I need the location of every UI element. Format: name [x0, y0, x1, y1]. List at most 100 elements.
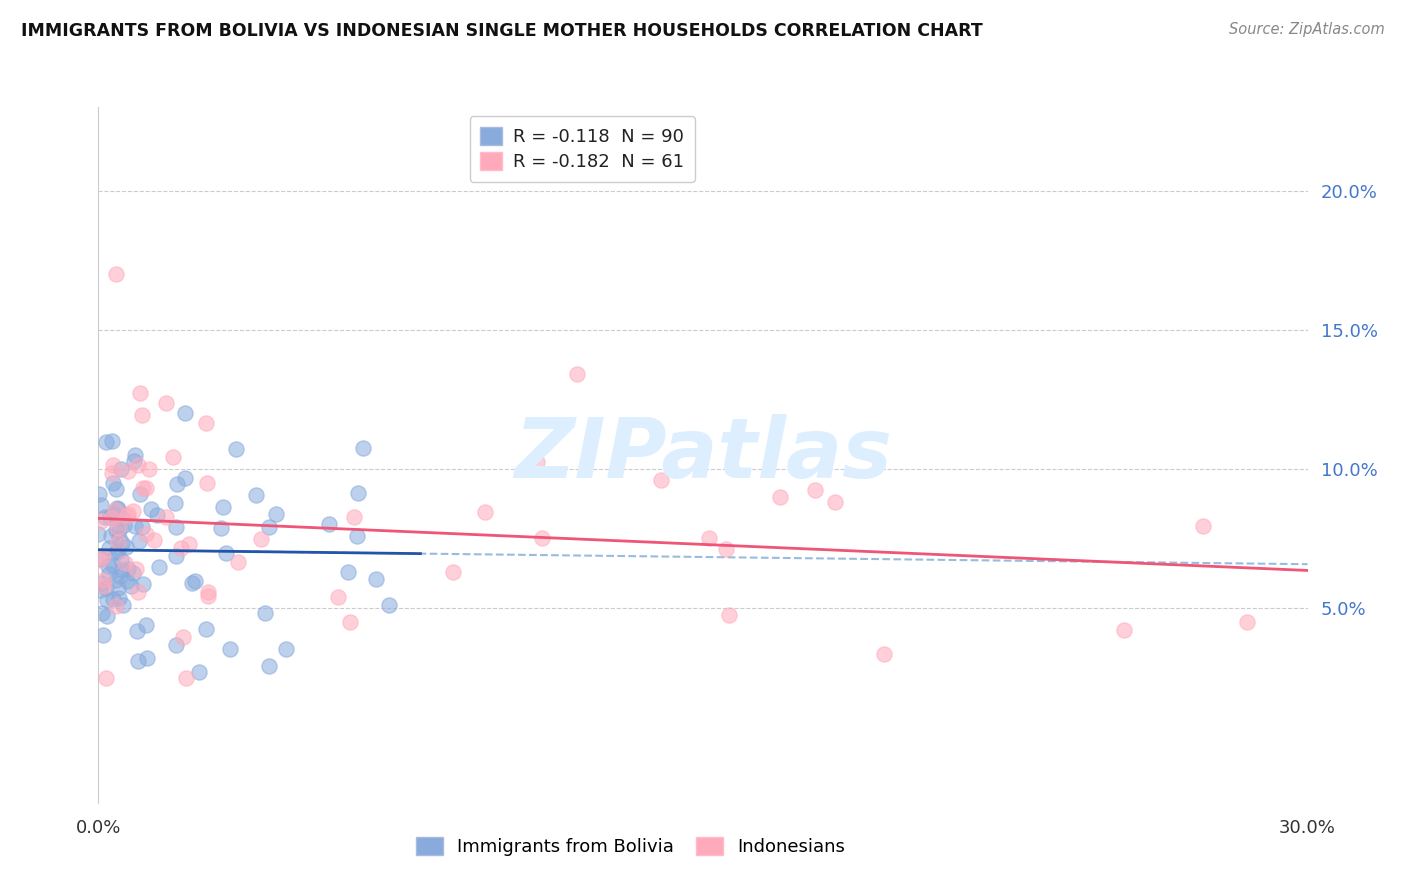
Point: [103, 558, 125, 573]
Point: [98, 510, 121, 524]
Point: [111, 535, 134, 549]
Point: [366, 572, 388, 586]
Point: [264, 507, 287, 521]
Text: IMMIGRANTS FROM BOLIVIA VS INDONESIAN SINGLE MOTHER HOUSEHOLDS CORRELATION CHART: IMMIGRANTS FROM BOLIVIA VS INDONESIAN SI…: [21, 22, 983, 40]
Point: [337, 566, 360, 580]
Point: [114, 556, 136, 570]
Point: [110, 553, 132, 567]
Point: [127, 654, 149, 668]
Point: [97, 558, 120, 573]
Point: [128, 487, 150, 501]
Point: [165, 549, 187, 563]
Point: [135, 618, 157, 632]
Point: [94, 510, 117, 524]
Point: [274, 641, 297, 656]
Point: [184, 574, 207, 588]
Point: [146, 508, 169, 523]
Point: [101, 467, 124, 481]
Point: [172, 630, 194, 644]
Point: [101, 510, 124, 524]
Point: [163, 496, 186, 510]
Point: [352, 441, 374, 455]
Point: [105, 500, 128, 515]
Point: [90, 576, 112, 591]
Point: [155, 510, 177, 524]
Point: [318, 516, 340, 531]
Point: [1191, 518, 1213, 533]
Point: [824, 495, 846, 509]
Point: [131, 408, 153, 422]
Point: [117, 464, 139, 478]
Point: [346, 529, 368, 543]
Point: [96, 593, 118, 607]
Point: [148, 559, 170, 574]
Point: [89, 486, 111, 500]
Point: [326, 591, 349, 605]
Point: [215, 546, 238, 560]
Point: [90, 551, 112, 566]
Point: [105, 482, 128, 496]
Point: [1112, 623, 1135, 637]
Point: [165, 520, 187, 534]
Point: [105, 267, 128, 281]
Point: [122, 566, 145, 580]
Point: [117, 562, 139, 576]
Point: [107, 581, 129, 595]
Point: [129, 385, 152, 400]
Point: [104, 503, 127, 517]
Text: Source: ZipAtlas.com: Source: ZipAtlas.com: [1229, 22, 1385, 37]
Point: [125, 562, 148, 576]
Point: [131, 520, 153, 534]
Point: [108, 523, 131, 537]
Point: [378, 599, 401, 613]
Point: [107, 501, 129, 516]
Point: [127, 584, 149, 599]
Point: [135, 526, 157, 541]
Point: [136, 651, 159, 665]
Point: [219, 642, 242, 657]
Point: [699, 531, 721, 545]
Point: [122, 504, 145, 518]
Point: [104, 545, 127, 559]
Point: [108, 591, 131, 606]
Point: [155, 396, 177, 410]
Point: [107, 531, 129, 545]
Point: [343, 509, 366, 524]
Point: [120, 579, 142, 593]
Point: [197, 590, 219, 604]
Point: [212, 500, 235, 515]
Point: [105, 524, 128, 538]
Point: [195, 416, 218, 430]
Point: [181, 576, 204, 591]
Point: [110, 461, 132, 475]
Point: [90, 606, 112, 620]
Point: [250, 532, 273, 546]
Point: [211, 521, 233, 535]
Point: [565, 368, 588, 382]
Point: [93, 579, 115, 593]
Point: [195, 476, 218, 491]
Point: [103, 507, 125, 521]
Point: [138, 462, 160, 476]
Point: [173, 406, 195, 420]
Text: ZIPatlas: ZIPatlas: [515, 415, 891, 495]
Point: [100, 529, 122, 543]
Point: [107, 521, 129, 535]
Point: [101, 434, 124, 448]
Point: [90, 499, 112, 513]
Point: [873, 647, 896, 661]
Point: [91, 628, 114, 642]
Point: [103, 592, 125, 607]
Point: [111, 511, 134, 525]
Point: [143, 533, 166, 547]
Point: [165, 638, 187, 652]
Point: [98, 541, 121, 555]
Point: [111, 563, 134, 577]
Point: [104, 573, 127, 587]
Point: [187, 665, 209, 679]
Point: [101, 458, 124, 472]
Point: [94, 671, 117, 685]
Point: [93, 549, 115, 563]
Point: [339, 615, 361, 630]
Point: [107, 544, 129, 558]
